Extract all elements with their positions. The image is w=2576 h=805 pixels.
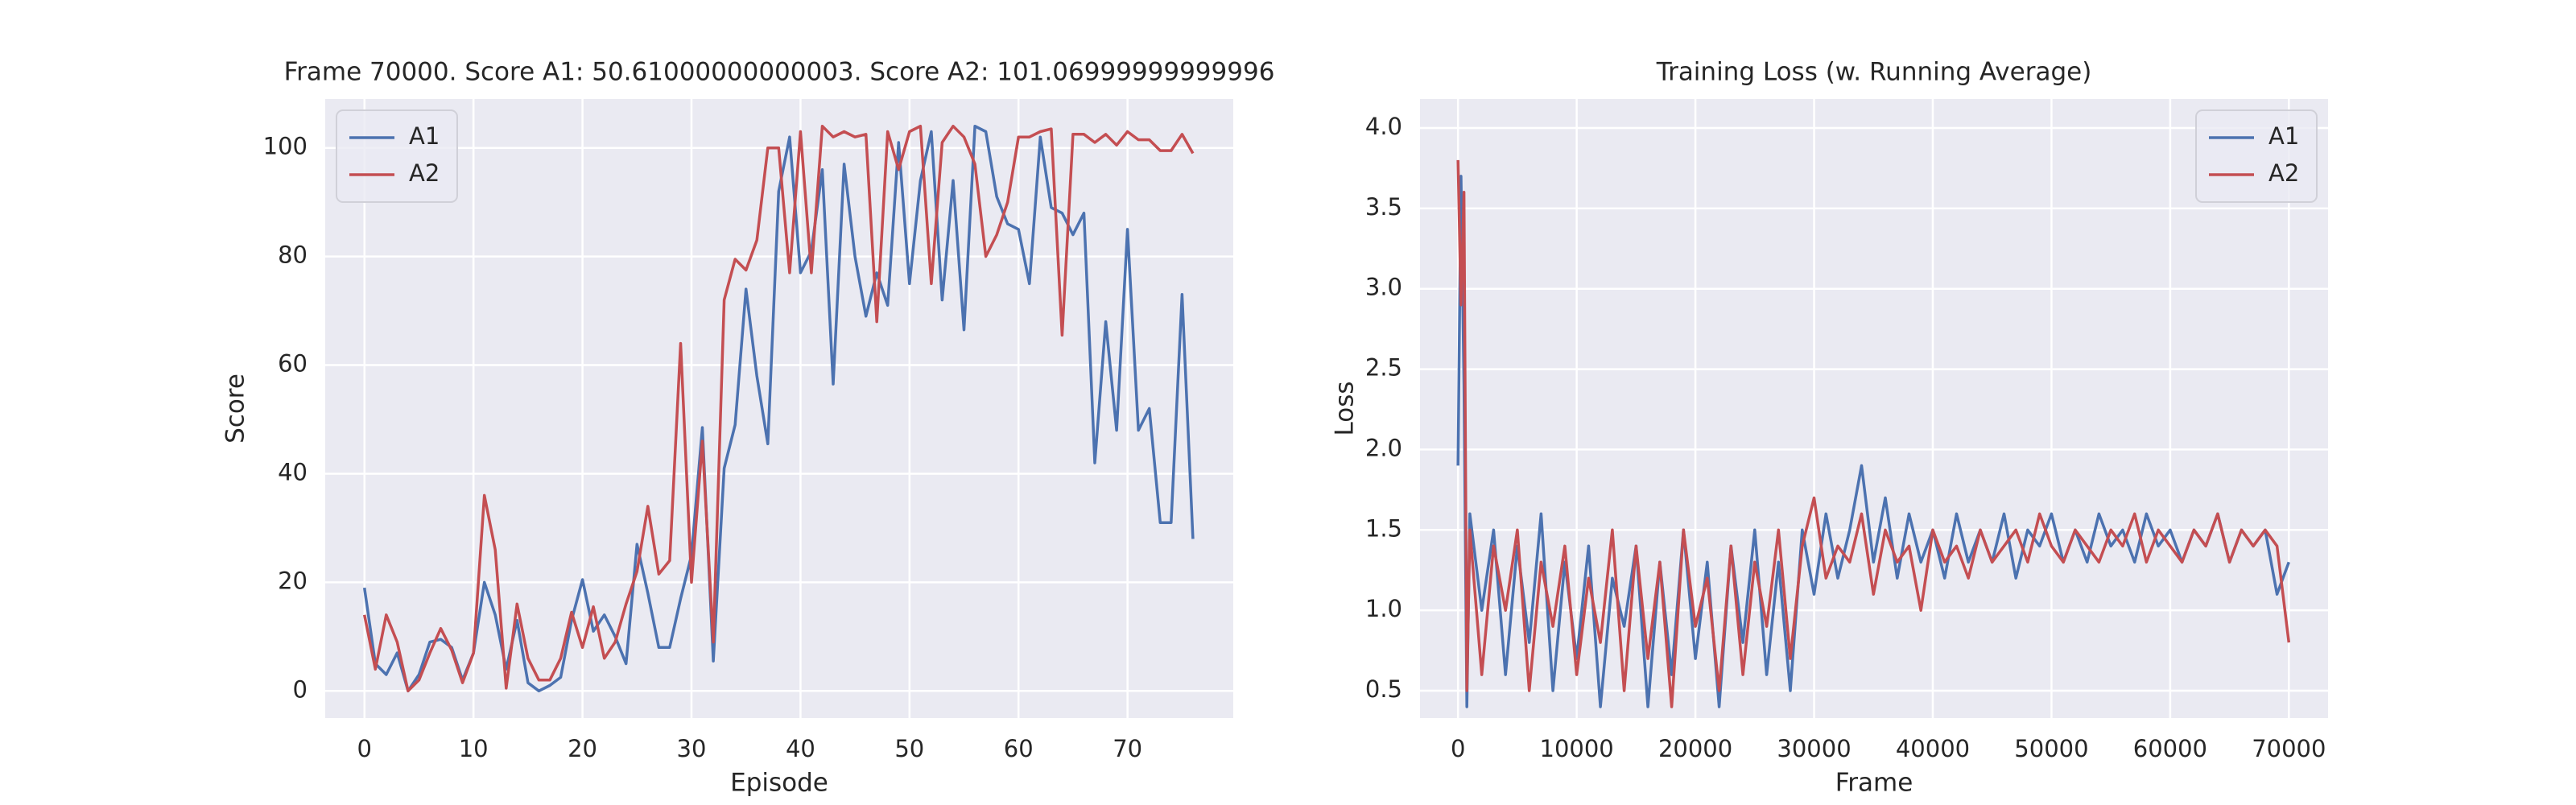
x-tick-label: 40 xyxy=(786,735,815,762)
x-tick-label: 70 xyxy=(1113,735,1142,762)
x-tick-label: 20 xyxy=(568,735,597,762)
x-tick-label: 70000 xyxy=(2252,735,2326,762)
y-tick-label: 60 xyxy=(278,350,308,378)
x-axis-label: Frame xyxy=(1835,769,1913,798)
x-tick-label: 30 xyxy=(677,735,707,762)
y-tick-label: 40 xyxy=(278,458,308,485)
chart-title: Training Loss (w. Running Average) xyxy=(1656,58,2092,87)
legend-label: A1 xyxy=(409,122,440,150)
legend-label: A2 xyxy=(2268,159,2299,187)
x-tick-label: 0 xyxy=(1451,735,1465,762)
x-tick-label: 50000 xyxy=(2014,735,2088,762)
x-tick-label: 0 xyxy=(357,735,372,762)
y-axis-label: Loss xyxy=(1331,382,1360,436)
series-line xyxy=(1456,159,2291,708)
x-tick-label: 60000 xyxy=(2133,735,2207,762)
y-tick-label: 1.0 xyxy=(1365,595,1402,622)
y-tick-label: 100 xyxy=(263,133,308,160)
y-tick-label: 20 xyxy=(278,567,308,594)
y-tick-label: 3.0 xyxy=(1365,274,1402,301)
x-tick-label: 40000 xyxy=(1896,735,1970,762)
legend-box xyxy=(2195,109,2318,203)
y-tick-label: 80 xyxy=(278,242,308,269)
legend-label: A2 xyxy=(409,159,440,187)
x-tick-label: 50 xyxy=(894,735,924,762)
y-tick-label: 0.5 xyxy=(1365,675,1402,703)
x-tick-label: 20000 xyxy=(1658,735,1732,762)
series-line xyxy=(362,124,1195,693)
y-tick-label: 0 xyxy=(293,675,308,703)
x-tick-label: 30000 xyxy=(1777,735,1851,762)
y-tick-label: 4.0 xyxy=(1365,113,1402,140)
chart-title: Frame 70000. Score A1: 50.61000000000003… xyxy=(284,58,1275,87)
x-tick-label: 10000 xyxy=(1540,735,1614,762)
y-tick-label: 1.5 xyxy=(1365,514,1402,542)
x-tick-label: 60 xyxy=(1004,735,1034,762)
plot-area xyxy=(1420,99,2328,718)
y-tick-label: 3.5 xyxy=(1365,193,1402,221)
y-axis-label: Score xyxy=(221,374,250,444)
y-tick-label: 2.5 xyxy=(1365,354,1402,382)
legend-label: A1 xyxy=(2268,122,2299,150)
legend-box xyxy=(336,109,458,203)
x-tick-label: 10 xyxy=(459,735,489,762)
x-axis-label: Episode xyxy=(730,769,828,798)
y-tick-label: 2.0 xyxy=(1365,434,1402,461)
